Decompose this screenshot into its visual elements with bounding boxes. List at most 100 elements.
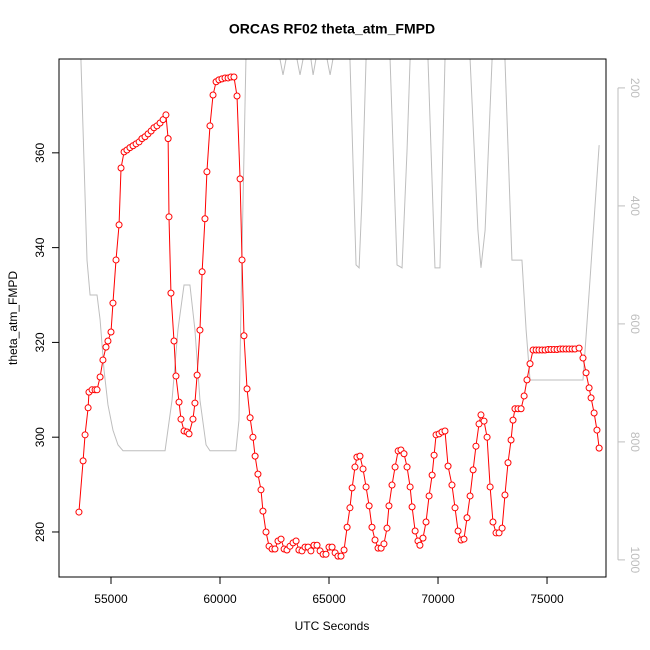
data-point — [81, 431, 89, 439]
data-point — [112, 256, 120, 264]
data-point — [454, 527, 462, 535]
data-point — [579, 354, 587, 362]
data-point — [206, 122, 214, 130]
data-point — [79, 457, 87, 465]
data-point — [383, 524, 391, 532]
data-point — [403, 463, 411, 471]
x-tick-label: 65000 — [312, 592, 346, 606]
data-point — [196, 326, 204, 334]
data-point — [385, 502, 393, 510]
x-tick-label: 75000 — [530, 592, 564, 606]
y-tick-label: 320 — [33, 332, 47, 352]
data-point — [419, 534, 427, 542]
data-point — [477, 411, 485, 419]
data-point — [380, 540, 388, 548]
data-point — [356, 452, 364, 460]
data-point — [104, 337, 112, 345]
y-axis-label: theta_atm_FMPD — [6, 271, 20, 365]
data-point — [292, 537, 300, 545]
data-point — [99, 356, 107, 364]
data-point — [337, 552, 345, 560]
data-point — [313, 541, 321, 549]
series-line — [80, 59, 600, 452]
data-point — [262, 528, 270, 536]
data-point — [167, 289, 175, 297]
data-point — [520, 392, 528, 400]
data-point — [191, 399, 199, 407]
data-point — [271, 545, 279, 553]
y-tick-label: 360 — [33, 143, 47, 163]
data-point — [406, 483, 414, 491]
data-point — [416, 541, 424, 549]
data-point — [489, 518, 497, 526]
data-point — [209, 91, 217, 99]
data-point — [495, 529, 503, 537]
chart-title: ORCAS RF02 theta_atm_FMPD — [229, 21, 435, 37]
data-point — [526, 360, 534, 368]
data-point — [189, 415, 197, 423]
data-point — [259, 507, 267, 515]
data-point — [430, 451, 438, 459]
data-point — [236, 175, 244, 183]
data-point — [164, 135, 172, 143]
data-point — [203, 168, 211, 176]
y2-tick-label: 400 — [628, 196, 642, 216]
x-axis-label: UTC Seconds — [295, 619, 370, 633]
data-point — [107, 328, 115, 336]
data-point — [448, 481, 456, 489]
data-point — [444, 462, 452, 470]
data-point — [193, 371, 201, 379]
data-point — [115, 221, 123, 229]
data-point — [348, 484, 356, 492]
data-point — [388, 481, 396, 489]
data-point — [507, 436, 515, 444]
data-point — [277, 535, 285, 543]
data-point — [102, 343, 110, 351]
data-point — [93, 386, 101, 394]
data-point — [328, 543, 336, 551]
data-point — [422, 518, 430, 526]
data-point — [504, 459, 512, 467]
data-point — [498, 524, 506, 532]
data-point — [117, 164, 125, 172]
data-point — [96, 373, 104, 381]
y2-tick-label: 200 — [628, 78, 642, 98]
data-point — [368, 523, 376, 531]
data-point — [322, 550, 330, 558]
data-point — [238, 256, 246, 264]
data-point — [75, 508, 83, 516]
data-point — [257, 486, 265, 494]
x-tick-label: 70000 — [421, 592, 455, 606]
y-tick-label: 280 — [33, 522, 47, 542]
data-point — [362, 483, 370, 491]
data-point — [517, 405, 525, 413]
data-point — [340, 546, 348, 554]
x-tick-label: 55000 — [94, 592, 128, 606]
data-point — [198, 268, 206, 276]
data-point — [365, 502, 373, 510]
data-point — [400, 450, 408, 458]
data-point — [162, 111, 170, 119]
data-point — [587, 394, 595, 402]
data-point — [509, 416, 517, 424]
data-point — [441, 427, 449, 435]
data-point — [371, 536, 379, 544]
data-point — [165, 213, 173, 221]
data-point — [346, 504, 354, 512]
plot-area — [75, 59, 603, 560]
data-point — [480, 417, 488, 425]
data-point — [185, 430, 193, 438]
data-point — [109, 299, 117, 307]
data-point — [243, 385, 251, 393]
data-point — [582, 369, 590, 377]
data-point — [486, 483, 494, 491]
data-point — [501, 491, 509, 499]
data-point — [351, 463, 359, 471]
data-point — [246, 414, 254, 422]
data-point — [408, 503, 416, 511]
data-point — [428, 471, 436, 479]
data-point — [251, 452, 259, 460]
data-point — [585, 384, 593, 392]
